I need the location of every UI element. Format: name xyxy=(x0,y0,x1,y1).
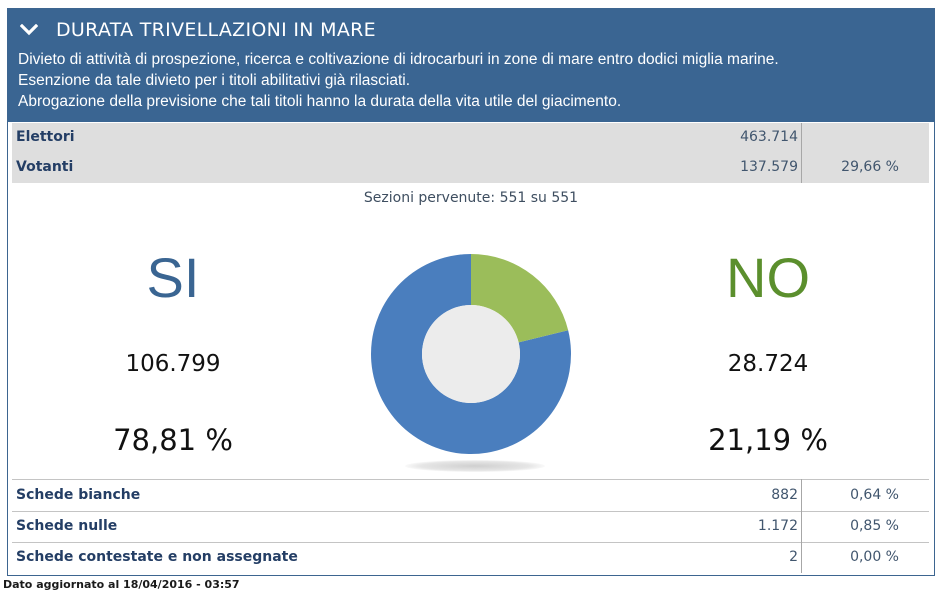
description-line: Abrogazione della previsione che tali ti… xyxy=(18,93,622,110)
si-label: SI xyxy=(146,246,200,309)
si-slice xyxy=(371,254,571,454)
si-votes: 106.799 xyxy=(125,351,221,377)
page-title: DURATA TRIVELLAZIONI IN MARE xyxy=(56,19,376,41)
description-line: Esenzione da tale divieto per i titoli a… xyxy=(18,72,411,89)
elettori-value: 463.714 xyxy=(740,129,798,145)
column-divider xyxy=(801,123,802,183)
result-donut-chart xyxy=(371,254,571,454)
divider xyxy=(12,542,929,543)
no-votes: 28.724 xyxy=(727,351,809,377)
sezioni-status: Sezioni pervenute: 551 su 551 xyxy=(363,190,579,206)
schede-nulle-percentage: 0,85 % xyxy=(850,518,899,534)
divider xyxy=(12,479,929,480)
si-percentage: 78,81 % xyxy=(113,423,233,457)
schede-nulle-value: 1.172 xyxy=(757,518,798,534)
schede-nulle-label: Schede nulle xyxy=(16,518,118,534)
no-slice xyxy=(471,254,569,343)
column-divider xyxy=(801,479,802,573)
schede-row: Schede nulle 1.172 0,85 % xyxy=(12,512,929,542)
donut-shadow xyxy=(405,460,545,472)
referendum-panel: DURATA TRIVELLAZIONI IN MARE Divieto di … xyxy=(7,8,935,576)
question-description: Divieto di attività di prospezione, rice… xyxy=(18,49,779,112)
no-percentage: 21,19 % xyxy=(708,423,828,457)
elettori-label: Elettori xyxy=(16,129,75,145)
last-update-note: Dato aggiornato al 18/04/2016 - 03:57 xyxy=(3,578,240,591)
no-label: NO xyxy=(726,246,810,309)
schede-bianche-label: Schede bianche xyxy=(16,487,141,503)
votanti-label: Votanti xyxy=(16,159,74,175)
divider xyxy=(12,511,929,512)
chevron-down-icon[interactable] xyxy=(20,24,38,36)
description-line: Divieto di attività di prospezione, rice… xyxy=(18,51,779,68)
schede-contestate-percentage: 0,00 % xyxy=(850,549,899,565)
schede-bianche-value: 882 xyxy=(771,487,798,503)
panel-header[interactable]: DURATA TRIVELLAZIONI IN MARE Divieto di … xyxy=(8,9,934,122)
votanti-value: 137.579 xyxy=(740,159,798,175)
votanti-percentage: 29,66 % xyxy=(841,159,899,175)
schede-row: Schede bianche 882 0,64 % xyxy=(12,481,929,511)
schede-row: Schede contestate e non assegnate 2 0,00… xyxy=(12,543,929,573)
elettori-row: Elettori 463.714 xyxy=(12,123,929,153)
votanti-row: Votanti 137.579 29,66 % xyxy=(12,153,929,183)
schede-contestate-value: 2 xyxy=(789,549,798,565)
donut-hole xyxy=(422,305,520,403)
schede-contestate-label: Schede contestate e non assegnate xyxy=(16,549,298,565)
schede-bianche-percentage: 0,64 % xyxy=(850,487,899,503)
